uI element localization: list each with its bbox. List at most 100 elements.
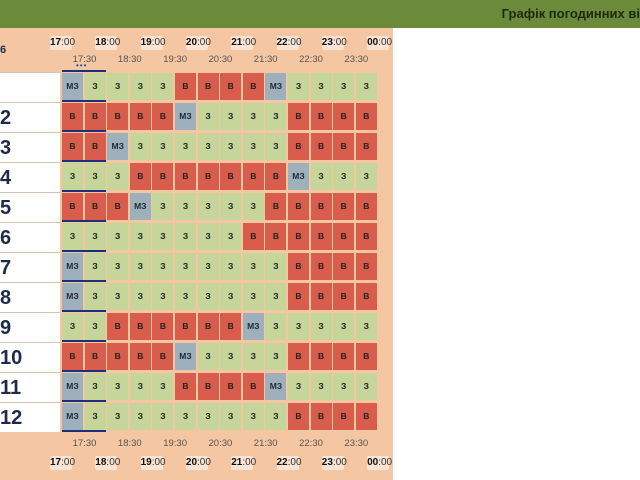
power-on-cell: З: [152, 283, 174, 310]
group-label: 11: [0, 372, 60, 402]
half-hour-label: 21:30: [253, 438, 278, 449]
outage-cell: В: [62, 133, 83, 160]
hour-label: 19:00: [140, 456, 166, 470]
outage-cell: В: [197, 163, 219, 190]
outage-cell: В: [84, 193, 106, 220]
power-on-cell: З: [333, 313, 355, 340]
schedule-sheet: 6 17:00 18:00 19:00 20:00 21:00 22:00 23:00 00:…: [0, 28, 393, 480]
power-on-cell: З: [220, 103, 242, 130]
group-label: 8: [0, 282, 60, 312]
power-on-cell: З: [220, 253, 242, 280]
half-hour-header-bottom: 17:30 18:30 19:30 20:30 21:30 22:30 23:30: [62, 438, 378, 451]
power-on-cell: З: [355, 73, 377, 100]
group-label: 5: [0, 192, 60, 222]
outage-cell: В: [310, 343, 332, 370]
outage-cell: В: [107, 343, 129, 370]
power-on-cell: З: [84, 163, 106, 190]
outage-cell: В: [129, 313, 151, 340]
power-on-cell: З: [152, 403, 174, 430]
outage-cell: В: [355, 103, 377, 130]
schedule-row: 8 МЗ З З З З З З З З З В В В В: [0, 282, 393, 312]
outage-cell: В: [220, 313, 242, 340]
power-on-cell: З: [129, 373, 151, 400]
now-underline: [62, 400, 106, 402]
group-label: 2: [0, 102, 60, 132]
now-underline: [62, 280, 106, 282]
outage-cell: В: [310, 193, 332, 220]
power-on-cell: З: [265, 283, 287, 310]
power-on-cell: З: [310, 163, 332, 190]
half-hour-label: 23:30: [344, 438, 369, 449]
group-label: 10: [0, 342, 60, 372]
outage-cell: В: [355, 133, 377, 160]
hour-label: 00:00: [367, 456, 393, 470]
outage-cell: В: [265, 163, 287, 190]
outage-cell: В: [288, 223, 309, 250]
possible-outage-cell: МЗ: [265, 373, 287, 400]
power-on-cell: З: [175, 403, 196, 430]
outage-cell: В: [310, 283, 332, 310]
schedule-row: 3 В В МЗ З З З З З З З В В В В: [0, 132, 393, 162]
outage-cell: В: [333, 193, 355, 220]
schedule-row: 12 МЗ З З З З З З З З З В В В В: [0, 402, 393, 432]
power-on-cell: З: [62, 163, 83, 190]
group-number: 7: [0, 257, 12, 279]
outage-cell: В: [333, 343, 355, 370]
outage-cell: В: [84, 343, 106, 370]
power-on-cell: З: [175, 283, 196, 310]
outage-cell: В: [355, 253, 377, 280]
half-hour-label: 20:30: [208, 438, 233, 449]
hour-label: 23:00: [321, 36, 347, 50]
possible-outage-cell: МЗ: [129, 193, 151, 220]
outage-cell: В: [333, 283, 355, 310]
power-on-cell: З: [220, 223, 242, 250]
outage-cell: В: [288, 403, 309, 430]
outage-cell: В: [152, 163, 174, 190]
power-on-cell: З: [310, 73, 332, 100]
now-underline: [62, 220, 106, 222]
outage-cell: В: [62, 103, 83, 130]
outage-cell: В: [107, 103, 129, 130]
power-on-cell: З: [220, 193, 242, 220]
possible-outage-cell: МЗ: [62, 373, 83, 400]
outage-cell: В: [197, 73, 219, 100]
outage-cell: В: [197, 313, 219, 340]
outage-cell: В: [220, 163, 242, 190]
group-number: 8: [0, 287, 12, 309]
group-number: 11: [0, 377, 22, 399]
group-corner-label: 6: [0, 44, 7, 56]
group-number: 10: [0, 347, 23, 369]
possible-outage-cell: МЗ: [288, 163, 309, 190]
outage-cell: В: [333, 133, 355, 160]
outage-cell: В: [355, 223, 377, 250]
power-on-cell: З: [107, 223, 129, 250]
now-underline: [62, 160, 106, 162]
header-bar: Графік погодинних ві: [0, 0, 640, 28]
power-on-cell: З: [265, 133, 287, 160]
half-hour-label: 20:30: [208, 54, 233, 65]
power-on-cell: З: [107, 253, 129, 280]
power-on-cell: З: [84, 283, 106, 310]
outage-cell: В: [197, 373, 219, 400]
power-on-cell: З: [333, 73, 355, 100]
page-title: Графік погодинних ві: [501, 6, 640, 21]
outage-cell: В: [310, 103, 332, 130]
power-on-cell: З: [152, 223, 174, 250]
half-hour-label: 22:30: [299, 54, 323, 65]
possible-outage-cell: МЗ: [62, 253, 83, 280]
power-on-cell: З: [107, 373, 129, 400]
outage-cell: В: [288, 193, 309, 220]
group-number: 9: [0, 317, 12, 339]
power-on-cell: З: [242, 253, 264, 280]
hour-label: 20:00: [185, 36, 211, 50]
outage-cell: В: [129, 163, 151, 190]
power-on-cell: З: [62, 313, 83, 340]
possible-outage-cell: МЗ: [242, 313, 264, 340]
power-on-cell: З: [265, 403, 287, 430]
outage-cell: В: [333, 253, 355, 280]
power-on-cell: З: [152, 373, 174, 400]
group-label: 3: [0, 132, 60, 162]
outage-cell: В: [310, 253, 332, 280]
power-on-cell: З: [197, 403, 219, 430]
possible-outage-cell: МЗ: [62, 73, 83, 100]
